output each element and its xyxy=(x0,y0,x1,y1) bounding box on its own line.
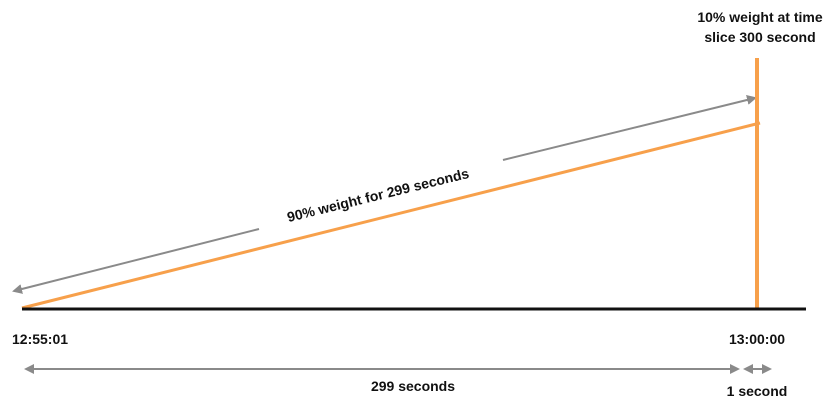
end-time-label: 13:00:00 xyxy=(729,331,785,347)
top-note-line1: 10% weight at time xyxy=(697,9,822,25)
top-note-line2: slice 300 second xyxy=(704,29,815,45)
diagonal-arrow-lower-segment xyxy=(12,228,260,294)
span-long-label: 299 seconds xyxy=(371,378,455,394)
diagonal-arrow-upper-segment xyxy=(502,95,757,161)
span-short-label: 1 second xyxy=(727,383,788,399)
diagonal-note: 90% weight for 299 seconds xyxy=(285,165,470,225)
weight-ramp-line xyxy=(21,121,761,310)
start-time-label: 12:55:01 xyxy=(12,331,68,347)
